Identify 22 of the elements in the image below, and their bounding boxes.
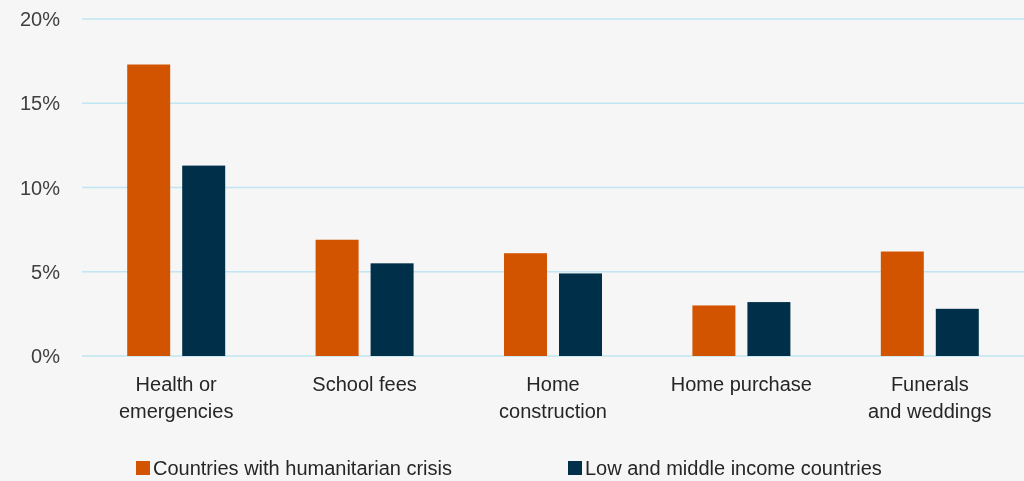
bar [315,239,359,356]
legend-label: Countries with humanitarian crisis [153,457,453,479]
y-tick-label: 0% [31,345,61,367]
bar [182,165,226,356]
bar [559,273,602,356]
x-tick-label: Funerals and weddings [868,373,992,422]
bar [127,64,171,356]
bar [747,302,791,356]
bar [880,251,924,356]
x-tick-label: Home purchase [670,373,812,395]
y-tick-label: 20% [19,8,61,30]
legend-label: Low and middle income countries [585,457,882,479]
bar [504,253,547,356]
x-tick-label: Health or emergencies [118,373,234,422]
bar [370,263,414,356]
y-tick-label: 10% [19,176,61,199]
x-tick-label: School fees [312,373,417,395]
y-tick-label: 15% [19,92,61,115]
bar [692,305,736,356]
bar [935,308,979,356]
x-tick-label: Home construction [499,373,607,422]
y-tick-label: 5% [31,260,61,283]
